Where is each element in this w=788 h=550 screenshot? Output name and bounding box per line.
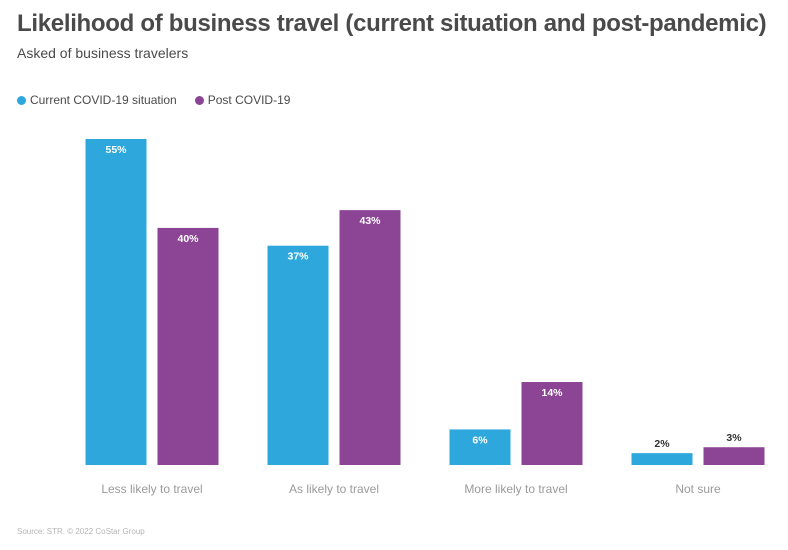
x-label-not-sure: Not sure (675, 482, 721, 496)
x-label-more-likely-to-travel: More likely to travel (464, 482, 567, 496)
legend-item-post[interactable]: Post COVID-19 (194, 93, 291, 107)
legend: Current COVID-19 situation Post COVID-19 (17, 93, 308, 107)
legend-item-current[interactable]: Current COVID-19 situation (17, 93, 177, 107)
legend-swatch-current (17, 95, 26, 105)
legend-swatch-post (194, 95, 204, 105)
bar-as-likely-to-travel-post[interactable] (339, 210, 401, 465)
source-note: Source: STR. © 2022 CoStar Group (17, 527, 145, 536)
x-axis-labels: Less likely to travel As likely to travel… (101, 482, 721, 496)
legend-label-current: Current COVID-19 situation (30, 93, 177, 107)
x-label-less-likely-to-travel: Less likely to travel (101, 482, 202, 496)
value-label-not-sure-current: 2% (654, 438, 670, 450)
value-label-less-likely-to-travel-current: 55% (105, 144, 127, 156)
bars-group (85, 139, 765, 465)
bar-more-likely-to-travel-current[interactable] (449, 429, 511, 465)
chart-title: Likelihood of business travel (current s… (17, 10, 767, 37)
x-label-as-likely-to-travel: As likely to travel (289, 482, 379, 496)
bar-not-sure-post[interactable] (703, 447, 765, 465)
value-label-as-likely-to-travel-current: 37% (287, 251, 309, 263)
value-label-not-sure-post: 3% (726, 432, 742, 444)
bar-as-likely-to-travel-current[interactable] (267, 245, 329, 465)
bar-not-sure-current[interactable] (631, 453, 693, 465)
bar-more-likely-to-travel-post[interactable] (521, 382, 583, 465)
value-label-less-likely-to-travel-post: 40% (177, 233, 199, 245)
bar-less-likely-to-travel-post[interactable] (157, 227, 219, 465)
value-label-as-likely-to-travel-post: 43% (359, 215, 381, 227)
legend-label-post: Post COVID-19 (207, 93, 291, 107)
value-label-more-likely-to-travel-post: 14% (541, 387, 563, 399)
value-label-more-likely-to-travel-current: 6% (472, 434, 488, 446)
chart-subtitle: Asked of business travelers (17, 45, 189, 61)
value-labels-group: 55% 40% 37% 43% 6% 14% 2% 3% (105, 144, 742, 450)
bar-less-likely-to-travel-current[interactable] (85, 139, 147, 465)
